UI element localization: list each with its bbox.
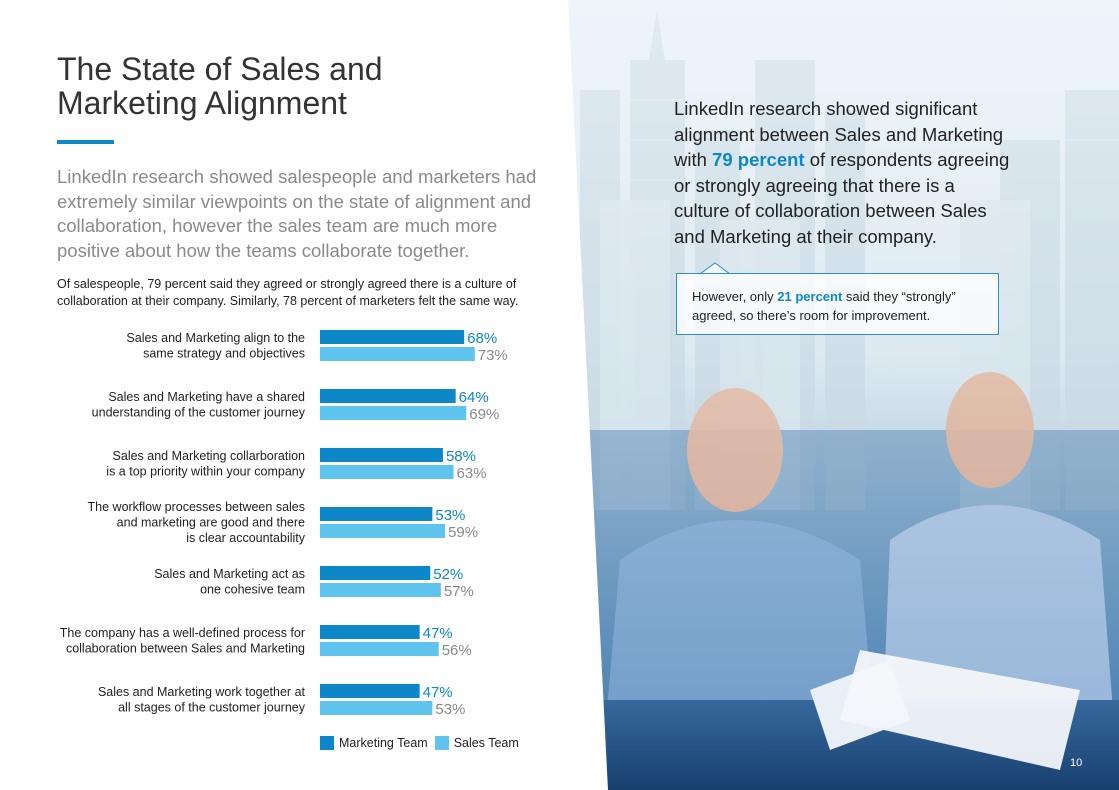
callout-text-start: However, only (692, 289, 778, 304)
category-label: Sales and Marketing have a shared underst… (92, 390, 306, 420)
callout-text-end: said they “strongly” agreed, so there’s … (692, 289, 956, 323)
value-label-marketing: 68% (467, 330, 497, 347)
quote-text-start: LinkedIn research showed significant ali… (674, 98, 1004, 170)
bar-marketing (320, 625, 420, 639)
category-label: Sales and Marketing act as one cohesive t… (154, 567, 305, 597)
bar-marketing (320, 684, 420, 698)
bar-marketing (320, 566, 431, 580)
bar-marketing (320, 507, 433, 521)
category-label: Sales and Marketing collarboration is a t… (106, 449, 305, 479)
value-label-sales: 53% (435, 701, 465, 718)
callout-text: However, only 21 percent said they “stro… (692, 287, 992, 325)
category-label: The company has a well-defined process f… (60, 626, 305, 656)
legend-item-marketing: Marketing Team (320, 736, 428, 750)
category-label: The workflow processes between sales and … (88, 500, 306, 545)
value-label-sales: 63% (457, 465, 487, 482)
bar-marketing (320, 389, 456, 403)
legend-label-sales: Sales Team (453, 736, 519, 750)
value-label-marketing: 53% (435, 507, 465, 524)
page-number: 10 (1070, 757, 1083, 769)
callout-pointer (700, 262, 730, 274)
legend-label-marketing: Marketing Team (339, 736, 428, 750)
chart-legend: Marketing Team Sales Team (320, 736, 526, 750)
category-label: Sales and Marketing align to the same str… (126, 331, 305, 361)
value-label-sales: 69% (469, 406, 499, 423)
category-label: Sales and Marketing work together at all … (98, 685, 306, 715)
value-label-marketing: 47% (423, 625, 453, 642)
value-label-sales: 56% (442, 642, 472, 659)
bar-chart: Sales and Marketing align to the same str… (60, 330, 508, 718)
bar-sales (320, 701, 433, 715)
title-line-2: Marketing Alignment (57, 85, 347, 121)
title-line-1: The State of Sales and (57, 51, 383, 87)
bar-sales (320, 406, 467, 420)
legend-item-sales: Sales Team (434, 736, 519, 750)
value-label-sales: 57% (444, 583, 474, 600)
callout-highlight: 21 percent (777, 289, 843, 304)
bar-sales (320, 465, 454, 479)
value-label-marketing: 58% (446, 448, 476, 465)
quote-highlight: 79 percent (712, 149, 805, 170)
body-paragraph: Of salespeople, 79 percent said they agr… (57, 277, 519, 308)
value-label-sales: 73% (478, 347, 508, 364)
pull-quote: LinkedIn research showed significant ali… (674, 96, 1014, 249)
bar-sales (320, 583, 441, 597)
bar-sales (320, 524, 446, 538)
legend-swatch-marketing (320, 736, 334, 750)
callout-box (676, 273, 999, 335)
value-label-sales: 59% (448, 524, 478, 541)
value-label-marketing: 64% (459, 389, 489, 406)
value-label-marketing: 47% (423, 684, 453, 701)
bar-sales (320, 642, 439, 656)
quote-text-end: of respondents agreeing or strongly agre… (674, 149, 1010, 247)
bar-marketing (320, 330, 465, 344)
page-title: The State of Sales and Marketing Alignme… (57, 52, 537, 120)
intro-paragraph: LinkedIn research showed salespeople and… (57, 166, 537, 261)
title-accent-rule (57, 140, 114, 144)
bar-marketing (320, 448, 443, 462)
value-label-marketing: 52% (433, 566, 463, 583)
bar-sales (320, 347, 475, 361)
legend-swatch-sales (434, 736, 449, 750)
